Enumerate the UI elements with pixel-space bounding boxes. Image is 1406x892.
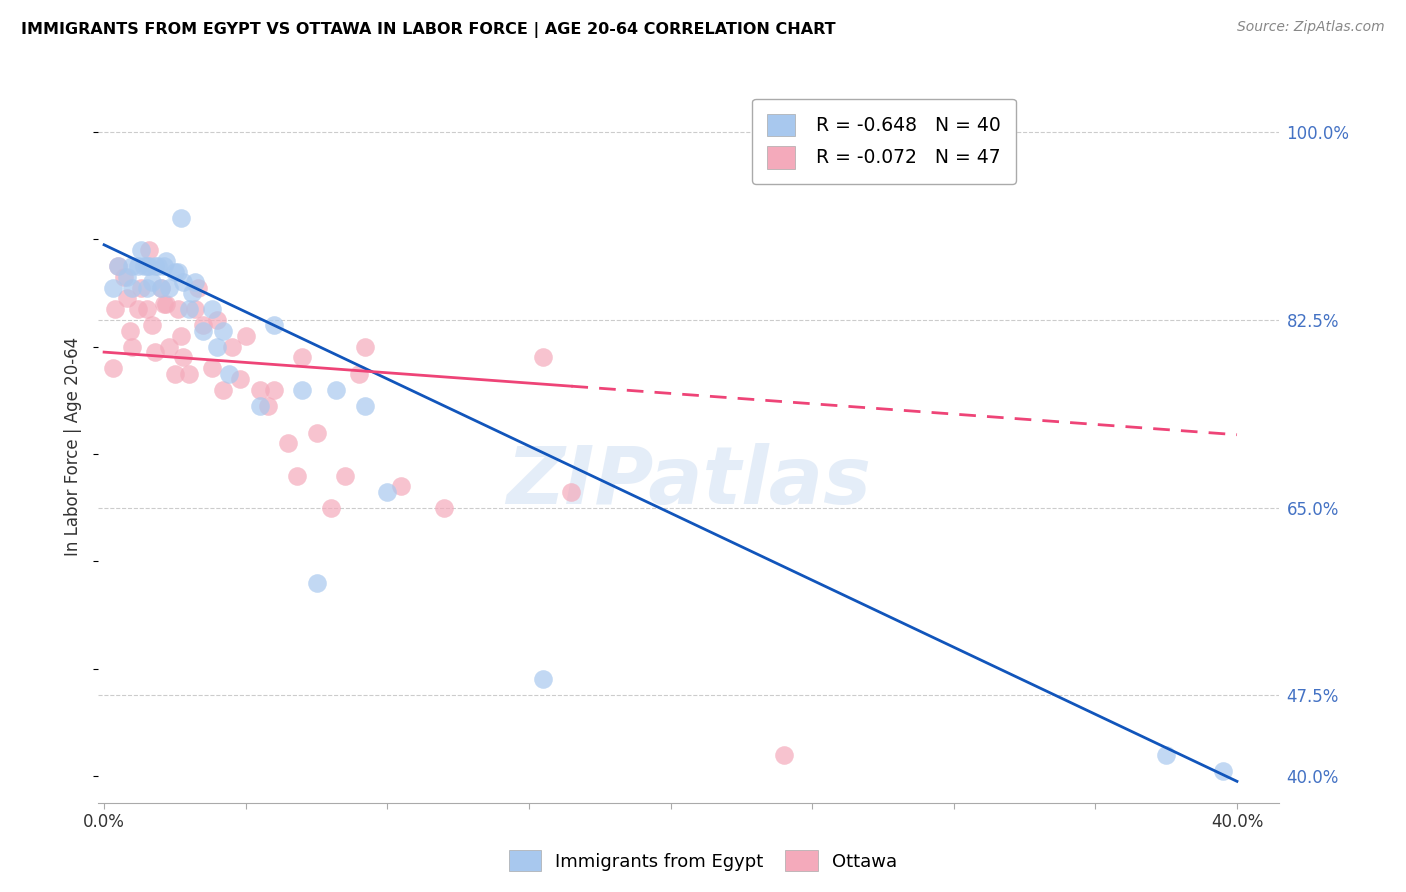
Point [285,468,308,483]
Point [101,361,124,376]
Point [149,281,172,295]
Text: IMMIGRANTS FROM EGYPT VS OTTAWA IN LABOR FORCE | AGE 20-64 CORRELATION CHART: IMMIGRANTS FROM EGYPT VS OTTAWA IN LABOR… [21,22,835,38]
Point [333,468,356,483]
Point [249,399,271,413]
Point [772,747,794,762]
Point [107,259,129,273]
Point [183,276,205,290]
Point [172,276,194,290]
Point [127,302,149,317]
Point [104,302,127,317]
Point [149,281,172,295]
Point [257,399,280,413]
Point [121,281,143,295]
Point [146,259,169,273]
Point [375,484,398,499]
Point [433,500,456,515]
Point [101,281,124,295]
Point [138,259,160,273]
Point [152,259,174,273]
Point [277,436,299,450]
Point [121,259,143,273]
Point [319,500,342,515]
Point [353,340,375,354]
Text: ZIPatlas: ZIPatlas [506,442,872,521]
Point [177,367,200,381]
Point [353,399,375,413]
Point [193,324,215,338]
Point [169,329,191,343]
Point [305,425,328,440]
Point [1154,747,1177,762]
Point [155,297,177,311]
Legend: Immigrants from Egypt, Ottawa: Immigrants from Egypt, Ottawa [502,843,904,879]
Point [129,281,152,295]
Point [347,367,370,381]
Point [157,281,180,295]
Point [163,367,186,381]
Point [121,340,143,354]
Point [143,345,166,359]
Point [235,329,257,343]
Y-axis label: In Labor Force | Age 20-64: In Labor Force | Age 20-64 [65,336,83,556]
Point [325,383,347,397]
Point [115,292,138,306]
Point [180,286,202,301]
Point [391,479,413,493]
Point [183,302,205,317]
Point [212,383,235,397]
Point [249,383,271,397]
Point [129,243,152,257]
Point [166,302,188,317]
Point [187,281,209,295]
Point [221,340,243,354]
Point [291,351,314,365]
Point [177,302,200,317]
Point [193,318,215,333]
Point [531,351,554,365]
Point [560,484,582,499]
Point [201,302,224,317]
Point [127,259,149,273]
Text: Source: ZipAtlas.com: Source: ZipAtlas.com [1237,20,1385,34]
Point [115,270,138,285]
Point [141,276,163,290]
Point [107,259,129,273]
Point [1212,764,1234,778]
Legend:   R = -0.648   N = 40,   R = -0.072   N = 47: R = -0.648 N = 40, R = -0.072 N = 47 [752,99,1017,184]
Point [135,259,157,273]
Point [141,318,163,333]
Point [135,281,157,295]
Point [263,383,285,397]
Point [138,243,160,257]
Point [172,351,194,365]
Point [169,211,191,225]
Point [143,259,166,273]
Point [207,313,229,327]
Point [118,324,141,338]
Point [135,302,157,317]
Point [132,259,155,273]
Point [218,367,240,381]
Point [291,383,314,397]
Point [112,270,135,285]
Point [166,265,188,279]
Point [531,673,554,687]
Point [263,318,285,333]
Point [163,265,186,279]
Point [155,253,177,268]
Point [229,372,252,386]
Point [152,297,174,311]
Point [157,340,180,354]
Point [207,340,229,354]
Point [305,575,328,590]
Point [212,324,235,338]
Point [201,361,224,376]
